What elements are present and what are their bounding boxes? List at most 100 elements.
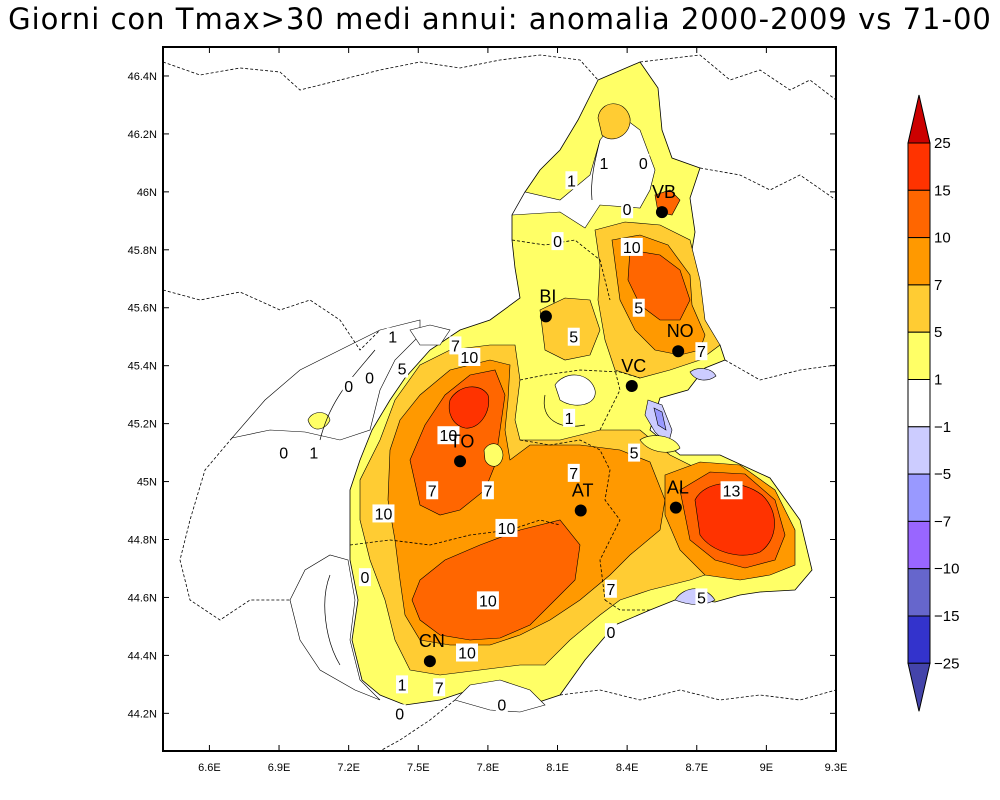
contour-label-box xyxy=(437,426,460,445)
white-zone-vc xyxy=(554,374,596,406)
lat-tick-label: 46.4N xyxy=(128,71,157,83)
lat-tick-label: 44.8N xyxy=(128,535,157,547)
province-border-3 xyxy=(519,439,621,601)
contour-line-ne xyxy=(543,394,586,427)
lon-tick-label: 7.5E xyxy=(407,762,430,774)
contour-label-box xyxy=(695,588,708,607)
lat-tick-label: 46N xyxy=(137,187,157,199)
contour-label-box xyxy=(476,591,499,610)
lat-tick-label: 46.2N xyxy=(128,129,157,141)
city-label: TO xyxy=(450,431,475,451)
colorbar-arrow-top xyxy=(907,94,931,144)
city-label: AT xyxy=(572,481,594,501)
city-marker xyxy=(625,379,638,392)
city-label: VB xyxy=(652,182,676,202)
contour-label: 13 xyxy=(723,483,741,500)
map-title: Giorni con Tmax>30 medi annui: anomalia … xyxy=(8,2,992,36)
colorbar-label: −10 xyxy=(934,561,959,578)
contour-label: 0 xyxy=(553,234,562,251)
contour-label: 5 xyxy=(697,590,706,607)
contour-label-box xyxy=(358,568,371,587)
contour-label: 7 xyxy=(428,483,437,500)
contour-label-box xyxy=(458,347,481,366)
contour-line-west xyxy=(319,349,376,441)
lat-tick-label: 45N xyxy=(137,477,157,489)
contour-label-box xyxy=(621,200,634,219)
contour-label-box xyxy=(604,579,617,598)
lat-tick-label: 45.4N xyxy=(128,361,157,373)
fill-1to5-north-pocket xyxy=(597,103,631,140)
axis-ticks: 6.6E 6.9E 7.2E 7.5E 7.8E 8.1E 8.4E 8.7E 9E 9.3E 46… xyxy=(128,47,848,774)
lat-tick-label: 45.6N xyxy=(128,303,157,315)
contour-label: 10 xyxy=(458,645,476,662)
colorbar-arrow-bottom xyxy=(907,662,931,712)
city-marker xyxy=(423,655,436,668)
colorbar-segment xyxy=(907,473,931,522)
contour-label-box xyxy=(604,623,617,642)
province-border-2 xyxy=(519,369,641,381)
contour-label: 0 xyxy=(623,202,632,219)
colorbar-segment xyxy=(907,284,931,333)
contour-lines-layer xyxy=(319,139,601,666)
city-label: AL xyxy=(667,478,689,498)
contour-label: 0 xyxy=(360,570,369,587)
contour-label-box xyxy=(567,463,580,482)
colorbar-label: −25 xyxy=(934,655,959,672)
contour-label: 5 xyxy=(630,446,639,463)
city-label: BI xyxy=(539,286,556,306)
colorbar-label: −5 xyxy=(934,466,951,483)
fill-5to7-ne-pocket xyxy=(639,435,681,453)
city-marker xyxy=(574,504,587,517)
colorbar-label: 10 xyxy=(934,230,951,247)
fill-1to5-to-pocket xyxy=(483,443,504,467)
lon-tick-label: 9E xyxy=(760,762,773,774)
white-zone-north xyxy=(511,114,656,229)
colorbar-segment xyxy=(907,189,931,239)
fill-negative-no xyxy=(689,368,717,381)
contour-label-box xyxy=(396,675,409,694)
contour-line-north xyxy=(591,139,601,201)
colorbar-segment xyxy=(907,379,931,428)
colorbar-segment xyxy=(907,331,931,381)
contour-label: 1 xyxy=(599,156,608,173)
contour-label: 10 xyxy=(479,593,497,610)
lon-tick-label: 7.8E xyxy=(477,762,500,774)
lon-tick-label: 9.3E xyxy=(825,762,848,774)
province-border-5 xyxy=(604,599,650,611)
contour-label: 7 xyxy=(451,338,460,355)
france-border-south xyxy=(179,437,290,621)
contour-label: 5 xyxy=(398,362,407,379)
lon-tick-label: 6.6E xyxy=(198,762,221,774)
contour-label: 7 xyxy=(697,344,706,361)
city-marker xyxy=(672,345,685,358)
contour-label: 7 xyxy=(483,483,492,500)
colorbar-segment xyxy=(907,520,931,570)
lon-tick-label: 7.2E xyxy=(337,762,360,774)
colorbar-label: 7 xyxy=(934,277,942,294)
city-marker xyxy=(669,501,682,514)
map-frame xyxy=(162,46,837,752)
lat-tick-label: 44.4N xyxy=(128,650,157,662)
contour-label: 1 xyxy=(398,677,407,694)
lat-tick-label: 45.2N xyxy=(128,419,157,431)
contour-label-box xyxy=(567,327,580,346)
contour-label-box xyxy=(551,232,564,251)
contour-label-box xyxy=(342,376,355,395)
lon-tick-label: 8.4E xyxy=(616,762,639,774)
liguria-border xyxy=(559,689,837,701)
contour-label: 1 xyxy=(567,173,576,190)
colorbar-label: 25 xyxy=(934,135,951,152)
national-border-north xyxy=(162,54,599,91)
contour-label: 7 xyxy=(569,466,578,483)
contour-label-box xyxy=(563,408,576,427)
contour-label-box xyxy=(426,481,439,500)
colorbar-segment xyxy=(907,426,931,475)
white-zone-west xyxy=(231,319,421,441)
colorbar-label: 1 xyxy=(934,372,942,389)
contour-label-box xyxy=(565,171,578,190)
contour-label: 7 xyxy=(435,680,444,697)
colorbar-label: 15 xyxy=(934,182,951,199)
italy-border-east xyxy=(699,167,837,201)
sea-coast xyxy=(379,699,456,752)
